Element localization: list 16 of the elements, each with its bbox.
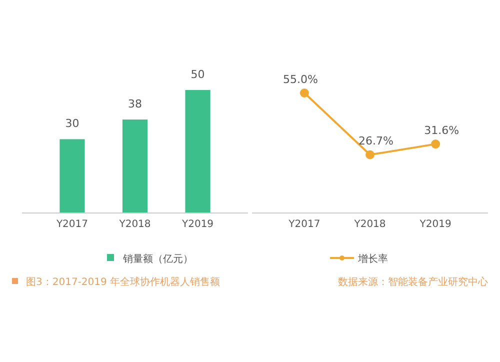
source-note: 数据来源：智能装备产业研究中心: [338, 276, 488, 288]
x-tick-label: Y2019: [180, 219, 214, 230]
x-tick-label: Y2018: [353, 219, 386, 230]
x-tick-label: Y2019: [418, 219, 452, 230]
x-tick-label: Y2018: [118, 219, 151, 230]
data-label: 30: [65, 117, 80, 130]
data-label: 55.0%: [282, 73, 318, 86]
legend-label: 销量额（亿元）: [122, 253, 193, 265]
data-label: 31.6%: [424, 124, 460, 138]
data-label: 26.7%: [358, 134, 394, 148]
caption: 图3：2017-2019 年全球协作机器人销售额: [26, 276, 220, 288]
data-label: 50: [190, 68, 205, 81]
legend-label: 增长率: [357, 253, 388, 265]
x-tick-label: Y2017: [55, 219, 88, 230]
data-label: 38: [128, 98, 142, 111]
x-tick-label: Y2017: [288, 219, 320, 230]
